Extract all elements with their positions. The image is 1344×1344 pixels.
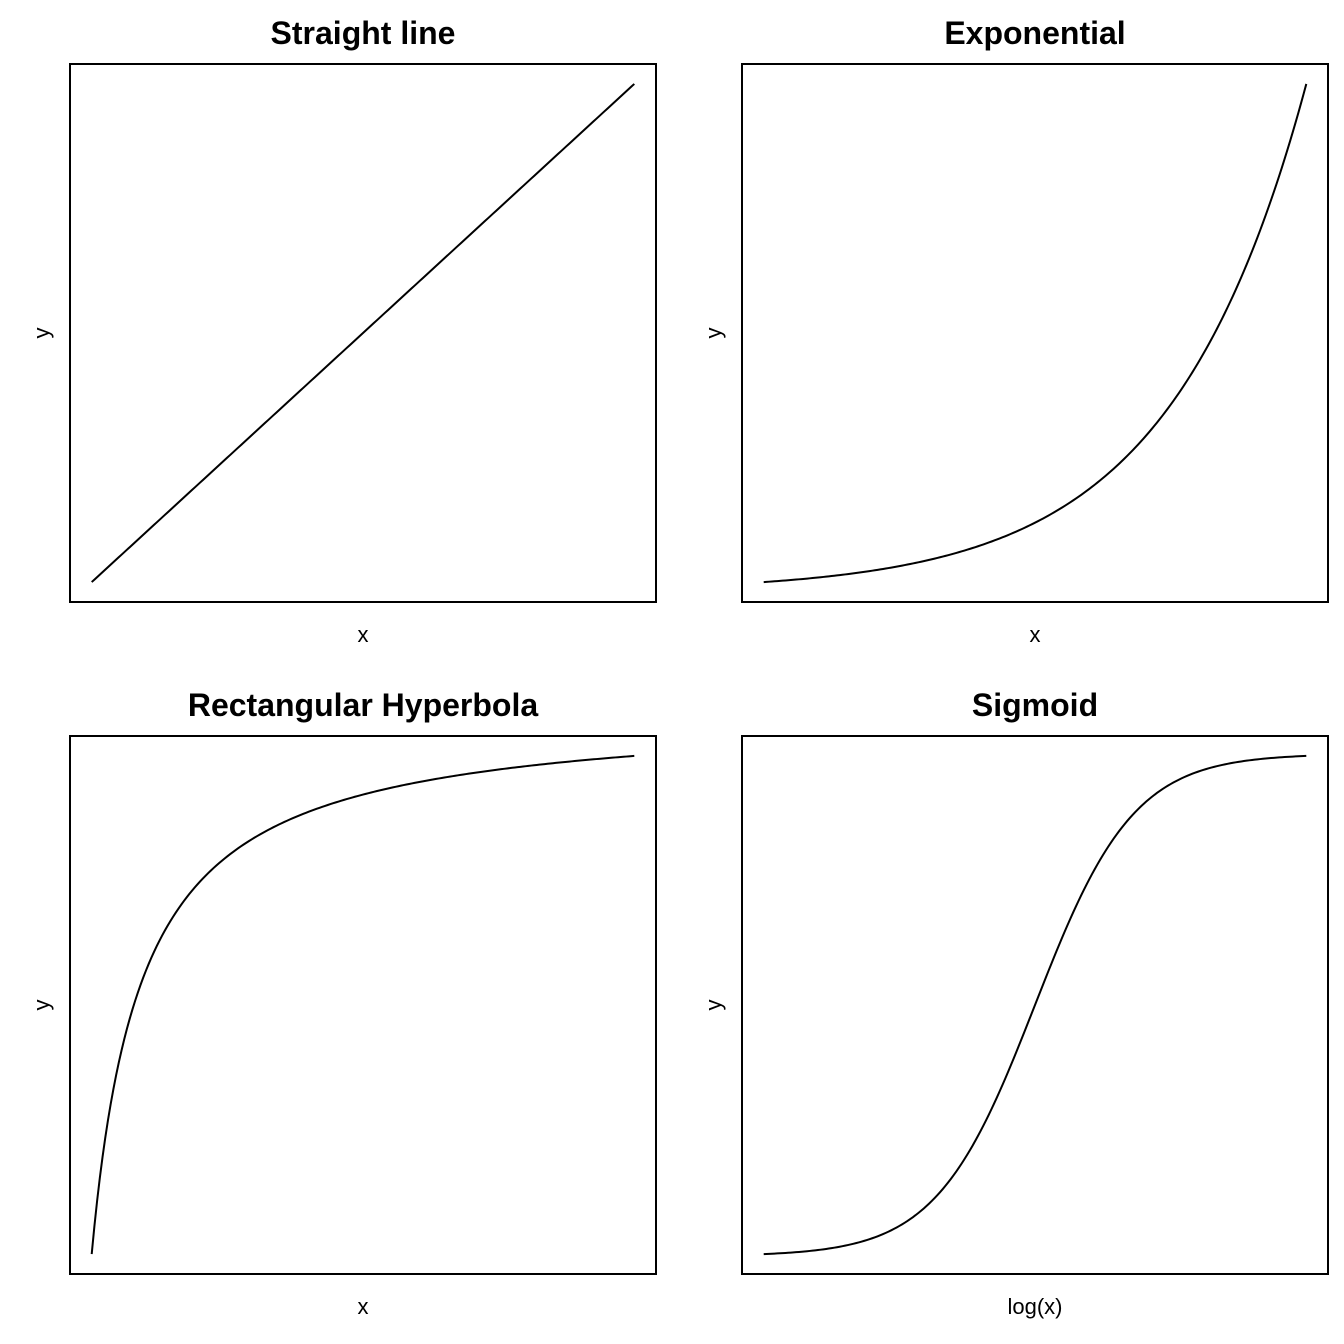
chart-title: Straight line — [271, 15, 456, 51]
panel-straight-line: Straight line x y — [29, 15, 657, 647]
chart-title: Exponential — [944, 15, 1125, 51]
chart-title: Sigmoid — [972, 687, 1098, 723]
x-axis-label: x — [1030, 622, 1041, 647]
x-axis-label: log(x) — [1007, 1294, 1062, 1319]
y-axis-label: y — [701, 328, 726, 339]
y-axis-label: y — [29, 1000, 54, 1011]
y-axis-label: y — [701, 1000, 726, 1011]
plot-frame — [741, 63, 1329, 603]
plot-frame — [69, 63, 657, 603]
chart-title: Rectangular Hyperbola — [188, 687, 539, 723]
panel-rectangular-hyperbola: Rectangular Hyperbola x y — [29, 687, 657, 1319]
series-line — [91, 83, 635, 583]
x-axis-label: x — [358, 1294, 369, 1319]
plot-frame — [69, 735, 657, 1275]
x-axis-label: x — [358, 622, 369, 647]
series-line — [763, 83, 1308, 584]
plot-frame — [741, 735, 1329, 1275]
panel-sigmoid: Sigmoid log(x) y — [701, 687, 1329, 1319]
series-line — [763, 754, 1307, 1256]
y-axis-label: y — [29, 328, 54, 339]
series-line — [90, 754, 635, 1255]
panel-exponential: Exponential x y — [701, 15, 1329, 647]
